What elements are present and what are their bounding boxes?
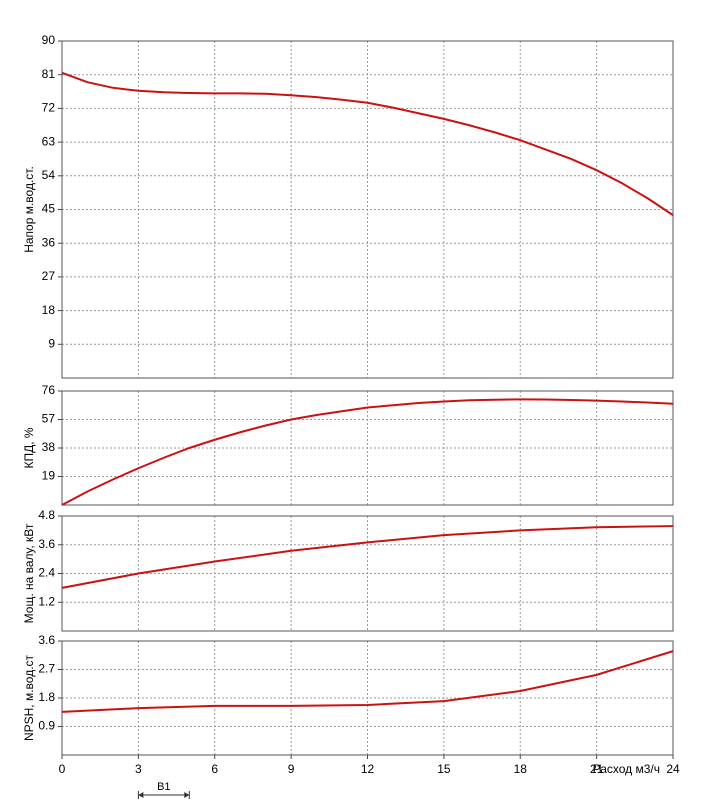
plot-frame	[61, 640, 674, 756]
y-tick-label: 38	[42, 440, 56, 454]
line-series	[61, 398, 674, 506]
x-axis-label: Расход м3/ч	[593, 762, 660, 776]
y-axis-label: КПД, %	[22, 427, 36, 468]
y-axis-label: NPSH, м.вод.ст	[22, 654, 36, 741]
y-tick-label: 54	[42, 168, 56, 182]
x-tick-label: 12	[361, 762, 375, 776]
y-tick-label: 9	[48, 336, 55, 350]
y-tick-label: 57	[42, 412, 56, 426]
y-tick-label: 76	[42, 383, 56, 397]
y-tick-label: 45	[42, 202, 56, 216]
y-tick-label: 2.7	[38, 662, 55, 676]
y-tick-label: 63	[42, 134, 56, 148]
x-tick-label: 18	[514, 762, 528, 776]
plot-frame	[61, 390, 674, 506]
plot-frame	[61, 40, 674, 379]
x-tick-label: 21	[590, 762, 604, 776]
y-tick-label: 72	[42, 101, 56, 115]
y-tick-label: 81	[42, 67, 56, 81]
line-series	[61, 525, 674, 589]
y-tick-label: 3.6	[38, 633, 55, 647]
y-tick-label: 2.4	[38, 566, 55, 580]
y-tick-label: 1.8	[38, 690, 55, 704]
annotation-label: B1	[157, 781, 170, 793]
x-tick-label: 15	[437, 762, 451, 776]
y-tick-label: 90	[42, 33, 56, 47]
x-tick-label: 6	[211, 762, 218, 776]
y-tick-label: 0.9	[38, 719, 55, 733]
x-tick-label: 9	[288, 762, 295, 776]
x-tick-label: 3	[135, 762, 142, 776]
line-series	[61, 650, 674, 713]
x-tick-label: 0	[59, 762, 66, 776]
y-tick-label: 19	[42, 469, 56, 483]
x-tick-label: 24	[666, 762, 680, 776]
y-tick-label: 18	[42, 303, 56, 317]
y-tick-label: 27	[42, 269, 56, 283]
y-tick-label: 1.2	[38, 594, 55, 608]
line-series	[61, 71, 674, 216]
y-tick-label: 36	[42, 235, 56, 249]
y-tick-label: 4.8	[38, 508, 55, 522]
y-axis-label: Напор м.вод.ст.	[22, 166, 36, 253]
plot-frame	[61, 515, 674, 632]
y-tick-label: 3.6	[38, 537, 55, 551]
y-axis-label: Мощ. на валу, кВт	[22, 523, 36, 623]
